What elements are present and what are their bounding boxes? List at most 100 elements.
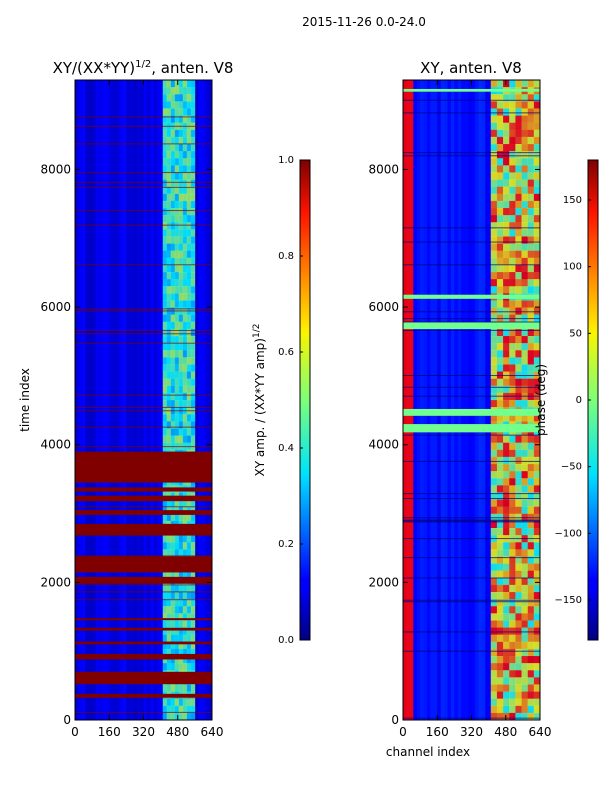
right-band-cell (496, 151, 504, 159)
right-band-cell (490, 606, 498, 614)
left-band-cell (170, 115, 176, 123)
left-band-cell (174, 378, 180, 387)
left-band-cell (170, 499, 176, 507)
left-band-cell (186, 513, 192, 522)
left-band-cell (186, 293, 192, 301)
left-band-cell (178, 257, 184, 266)
left-band-cell (174, 592, 180, 600)
left-band-cell (170, 549, 176, 557)
right-band-cell (515, 677, 522, 685)
left-heatmap (75, 80, 212, 720)
right-band-cell (496, 528, 504, 536)
right-band-cell (490, 108, 498, 116)
right-channel-strip (444, 80, 448, 720)
right-band-cell (509, 151, 516, 159)
right-panel-title: XY, anten. V8 (420, 59, 522, 77)
right-channel-strip (433, 80, 438, 720)
left-band-cell (182, 193, 188, 202)
left-band-cell (174, 158, 180, 166)
left-time-line (75, 210, 212, 212)
right-band-cell (515, 577, 522, 586)
left-band-cell (190, 250, 196, 259)
left-channel-strip (150, 80, 155, 720)
right-band-cell (503, 414, 510, 422)
left-band-cell (178, 371, 184, 379)
right-band-cell (521, 556, 528, 564)
left-band-cell (182, 428, 188, 436)
right-band-cell (503, 613, 510, 621)
right-band-cell (521, 186, 528, 195)
right-band-cell (527, 101, 535, 109)
right-band-cell (527, 520, 535, 529)
right-band-cell (521, 698, 528, 707)
right-band-cell (496, 606, 504, 614)
left-band-cell (162, 400, 168, 408)
left-time-line (75, 181, 212, 183)
right-band-cell (509, 563, 516, 571)
left-time-line (75, 172, 212, 174)
left-band-cell (162, 200, 168, 209)
right-band-cell (490, 129, 498, 138)
right-band-cell (503, 343, 510, 351)
left-band-cell (170, 279, 176, 287)
right-band-cell (496, 670, 504, 678)
right-band-cell (521, 101, 528, 109)
right-time-line (403, 375, 540, 377)
right-band-cell (503, 243, 510, 251)
right-time-band (403, 88, 540, 92)
left-band-cell (178, 663, 184, 671)
right-band-cell (533, 144, 540, 152)
left-band-cell (166, 321, 172, 330)
right-band-cell (503, 215, 510, 223)
left-band-cell (186, 108, 192, 116)
left-band-cell (166, 257, 172, 266)
right-colorbar-tick-label: 100 (563, 262, 582, 273)
left-band-cell (190, 151, 196, 159)
right-band-cell (515, 179, 522, 187)
right-band-cell (503, 136, 510, 145)
left-channel-strip (198, 80, 203, 720)
left-band-cell (190, 215, 196, 223)
left-band-cell (178, 222, 184, 230)
left-band-cell (178, 172, 184, 180)
left-band-cell (190, 698, 196, 707)
right-band-cell (527, 343, 535, 351)
left-band-cell (178, 350, 184, 358)
right-band-cell (509, 115, 516, 123)
right-band-cell (503, 705, 510, 714)
right-channel-strip (406, 80, 411, 720)
left-band-cell (174, 684, 180, 692)
right-band-cell (533, 414, 540, 422)
left-time-line (75, 333, 212, 335)
left-band-cell (182, 663, 188, 671)
left-band-cell (190, 592, 196, 600)
right-band-cell (527, 613, 535, 621)
left-band-cell (186, 286, 192, 294)
right-band-cell (533, 272, 540, 280)
right-band-cell (496, 648, 504, 657)
right-time-line (403, 318, 540, 320)
right-band-cell (527, 663, 535, 671)
right-band-cell (490, 684, 498, 692)
right-colorbar-tick-label: 50 (569, 328, 582, 339)
right-x-tick-label: 160 (426, 725, 449, 739)
right-band-cell (503, 286, 510, 294)
right-band-cell (521, 627, 528, 635)
right-band-cell (515, 222, 522, 230)
right-band-cell (503, 464, 510, 472)
right-band-cell (496, 471, 504, 479)
right-band-cell (521, 414, 528, 422)
left-band-cell (174, 663, 180, 671)
right-band-cell (527, 577, 535, 586)
right-band-cell (515, 364, 522, 372)
right-band-cell (490, 627, 498, 635)
right-band-cell (521, 279, 528, 287)
left-band-cell (178, 264, 184, 273)
left-band-cell (186, 357, 192, 365)
right-colorbar-tick-label: −150 (555, 595, 582, 606)
right-band-cell (521, 691, 528, 699)
left-band-cell (166, 570, 172, 579)
right-x-tick-label: 640 (529, 725, 552, 739)
left-band-cell (178, 250, 184, 259)
left-band-cell (186, 570, 192, 579)
